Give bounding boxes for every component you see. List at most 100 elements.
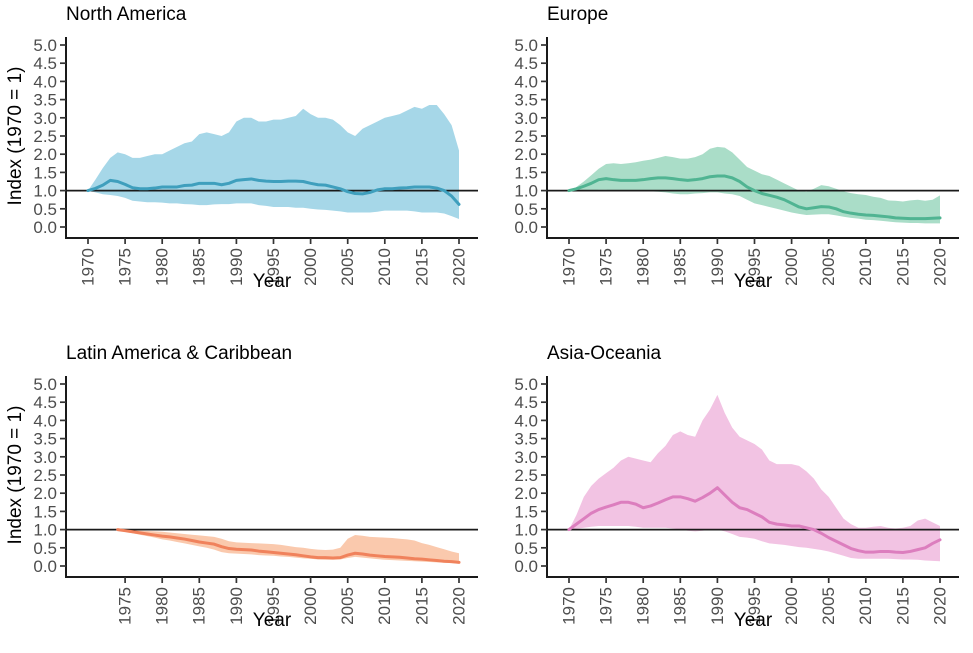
- x-tick-label: 1975: [597, 587, 616, 625]
- index-line: [116, 528, 461, 564]
- y-tick-label: 0.5: [514, 539, 538, 558]
- y-tick-label: 4.0: [514, 72, 538, 91]
- x-tick-label: 2005: [819, 587, 838, 625]
- x-tick-label: 1970: [78, 248, 97, 286]
- x-tick-label: 2005: [819, 248, 838, 286]
- y-tick-label: 2.5: [33, 127, 57, 146]
- y-tick-label: 2.0: [33, 145, 57, 164]
- y-tick-label: 3.0: [33, 109, 57, 128]
- confidence-band: [569, 146, 940, 224]
- y-tick-label: 1.5: [514, 502, 538, 521]
- y-tick-label: 4.0: [514, 411, 538, 430]
- x-tick-label: 1975: [116, 587, 135, 625]
- x-tick-label: 1970: [559, 248, 578, 286]
- y-tick-label: 3.0: [514, 448, 538, 467]
- x-tick-label: 2005: [338, 587, 357, 625]
- x-tick-label: 1995: [745, 248, 764, 286]
- plot-latin-america-caribbean: 0.00.51.01.52.02.53.03.54.04.55.0 1975 198…: [33, 375, 478, 625]
- x-tick-label: 1990: [708, 248, 727, 286]
- y-tick-label: 1.0: [514, 521, 538, 540]
- y-tick-label: 1.5: [33, 163, 57, 182]
- y-tick-label: 3.5: [514, 430, 538, 449]
- x-tick-label: 1985: [190, 587, 209, 625]
- y-tick-label: 1.0: [33, 182, 57, 201]
- y-tick-label: 4.5: [33, 393, 57, 412]
- index-line: [567, 486, 942, 555]
- x-axis-label: Year: [252, 271, 292, 292]
- x-axis-label: Year: [252, 610, 292, 631]
- y-tick-label: 5.0: [33, 375, 57, 394]
- x-tick-label: 1990: [708, 587, 727, 625]
- x-tick-label: 2010: [856, 587, 875, 625]
- y-tick-label: 2.5: [514, 466, 538, 485]
- plot-europe: 0.00.51.01.52.02.53.03.54.04.55.0 1970 197…: [514, 36, 959, 286]
- x-tick-label: 1980: [634, 248, 653, 286]
- x-tick-label: 2000: [301, 587, 320, 625]
- x-tick-label: 1995: [264, 587, 283, 625]
- panel-title-north-america: North America: [66, 4, 187, 25]
- y-tick-label: 2.0: [514, 484, 538, 503]
- y-tick-label: 0.0: [33, 557, 57, 576]
- y-tick-label: 0.0: [514, 557, 538, 576]
- x-tick-label: 1975: [116, 248, 135, 286]
- x-tick-label: 2010: [856, 248, 875, 286]
- y-tick-label: 0.5: [33, 539, 57, 558]
- x-tick-label: 2000: [301, 248, 320, 286]
- x-tick-label: 2000: [782, 587, 801, 625]
- y-tick-label: 3.0: [514, 109, 538, 128]
- y-tick-label: 5.0: [514, 36, 538, 55]
- x-tick-label: 1980: [153, 248, 172, 286]
- x-tick-label: 1995: [264, 248, 283, 286]
- y-tick-label: 4.0: [33, 411, 57, 430]
- chart-panel-asia-oceania: 0.0 0.5 1.0 1.5 2.0 2.5 3.0 3.5 4.0 4.5 5.0 1970 197…: [481, 339, 973, 653]
- y-tick-label: 0.0: [514, 218, 538, 237]
- chart-panel-europe: 0.0 0.5 1.0 1.5 2.0 2.5 3.0 3.5 4.0 4.5 5.0 1970 197…: [481, 0, 973, 330]
- x-tick-label: 2010: [375, 587, 394, 625]
- x-tick-label: 2020: [449, 248, 468, 286]
- y-tick-label: 3.5: [33, 91, 57, 110]
- confidence-band: [569, 394, 940, 562]
- x-tick-label: 1985: [190, 248, 209, 286]
- x-tick-label: 2015: [412, 587, 431, 625]
- panel-title-latin-america-caribbean: Latin America & Caribbean: [66, 343, 293, 364]
- panel-title-asia-oceania: Asia-Oceania: [547, 343, 662, 364]
- y-tick-label: 0.5: [33, 200, 57, 219]
- y-tick-label: 1.0: [514, 182, 538, 201]
- x-tick-label: 2010: [375, 248, 394, 286]
- y-tick-label: 1.5: [33, 502, 57, 521]
- y-axis-label: Index (1970 = 1): [5, 405, 26, 545]
- x-tick-label: 2020: [449, 587, 468, 625]
- x-axis-label: Year: [733, 610, 773, 631]
- x-tick-label: 1970: [559, 587, 578, 625]
- plot-asia-oceania: 0.00.51.01.52.02.53.03.54.04.55.0 1970 197…: [514, 375, 959, 625]
- y-axis-label: Index (1970 = 1): [5, 66, 26, 206]
- y-tick-label: 1.5: [514, 163, 538, 182]
- x-tick-label: 2000: [782, 248, 801, 286]
- x-axis-label: Year: [733, 271, 773, 292]
- y-tick-label: 0.5: [514, 200, 538, 219]
- y-tick-label: 0.0: [33, 218, 57, 237]
- x-tick-label: 1990: [227, 587, 246, 625]
- y-tick-label: 5.0: [514, 375, 538, 394]
- y-tick-label: 4.5: [33, 54, 57, 73]
- x-tick-label: 2020: [930, 587, 949, 625]
- x-tick-label: 1995: [745, 587, 764, 625]
- y-tick-label: 3.5: [514, 91, 538, 110]
- y-tick-label: 2.5: [514, 127, 538, 146]
- y-tick-label: 4.0: [33, 72, 57, 91]
- index-line: [567, 174, 942, 221]
- plot-north-america: 0.00.51.01.52.02.53.03.54.04.55.0 1970 197…: [33, 36, 478, 286]
- x-tick-label: 1980: [634, 587, 653, 625]
- y-tick-label: 3.5: [33, 430, 57, 449]
- index-line: [86, 177, 461, 206]
- x-tick-label: 1980: [153, 587, 172, 625]
- x-tick-label: 1975: [597, 248, 616, 286]
- y-tick-label: 5.0: [33, 36, 57, 55]
- y-tick-label: 2.5: [33, 466, 57, 485]
- x-tick-label: 1985: [671, 248, 690, 286]
- panel-title-europe: Europe: [547, 4, 609, 25]
- y-tick-label: 2.0: [33, 484, 57, 503]
- x-tick-label: 1990: [227, 248, 246, 286]
- x-tick-label: 2005: [338, 248, 357, 286]
- confidence-band: [88, 105, 459, 219]
